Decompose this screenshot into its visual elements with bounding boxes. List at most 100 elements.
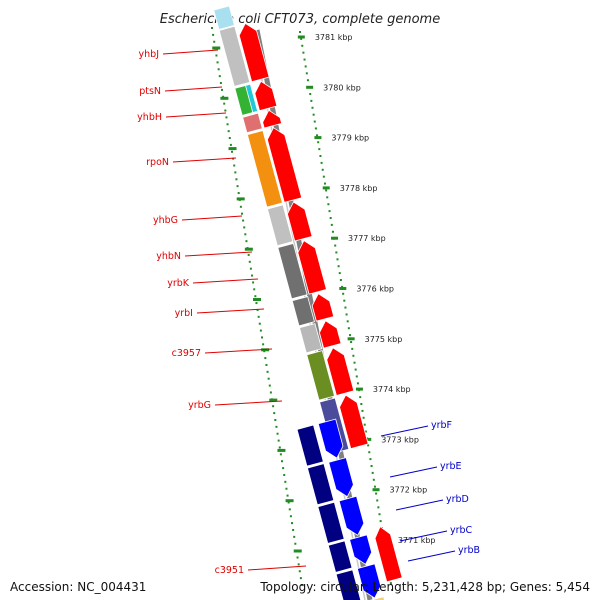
leader-line: [204, 348, 273, 354]
right-ruler-dot: [378, 513, 381, 516]
leader-line: [165, 112, 227, 118]
right-ruler-dot: [370, 465, 373, 467]
gene-label: yrbK: [167, 278, 190, 289]
left-ruler-dot: [264, 357, 267, 360]
gene-label: yrbI: [175, 308, 193, 319]
kbp-label: 3772 kbp: [390, 486, 428, 495]
left-ruler-dot: [276, 432, 279, 435]
left-ruler-dot: [245, 240, 248, 243]
left-ruler-dot: [244, 233, 247, 236]
left-ruler-dot: [274, 418, 277, 421]
leader-line: [389, 466, 438, 478]
label-layer: yhbJ ptsN yhbH rpoN yhbG yhbN yrbK yrbI c3957 yrb…: [137, 49, 480, 576]
right-ruler-dot: [339, 279, 342, 281]
right-ruler-dot: [310, 99, 313, 102]
cog-block: [306, 350, 336, 401]
left-ruler-dot: [221, 88, 223, 91]
left-ruler-dot: [237, 192, 240, 195]
left-ruler-dot: [241, 212, 243, 215]
right-ruler-dot: [318, 148, 321, 151]
right-ruler-dot: [311, 106, 314, 109]
leader-line: [172, 157, 237, 163]
right-ruler-dot: [326, 196, 329, 199]
cog-block: [327, 540, 353, 573]
left-ruler-dot: [279, 453, 282, 456]
right-ruler-dot: [343, 299, 346, 302]
leader-line: [192, 278, 259, 284]
left-ruler-dot: [266, 370, 269, 373]
left-ruler-dot: [223, 102, 226, 105]
gene-label: yhbN: [156, 251, 181, 262]
gene-label: yrbD: [446, 494, 469, 505]
left-ruler-dot: [256, 308, 259, 311]
left-ruler-dot: [235, 178, 238, 181]
right-ruler-dot: [368, 451, 371, 454]
right-ruler-dot: [323, 182, 326, 185]
left-ruler-dot: [212, 33, 215, 36]
left-ruler-dot: [218, 75, 221, 78]
left-ruler-dot: [257, 315, 260, 318]
right-ruler-dot: [354, 368, 357, 371]
left-ruler-dot: [248, 260, 251, 263]
right-ruler-dot: [330, 223, 333, 226]
kbp-label: 3775 kbp: [365, 335, 403, 344]
left-ruler-dot: [301, 584, 303, 586]
left-ruler-dot: [268, 384, 271, 387]
kbp-label: 3776 kbp: [356, 285, 394, 294]
right-ruler-dot: [321, 168, 324, 171]
left-ruler-dot: [269, 391, 272, 394]
forward-gene-arrow: [238, 22, 270, 83]
leader-line: [247, 565, 307, 571]
gene-label: ptsN: [139, 86, 161, 97]
kbp-label: 3773 kbp: [381, 435, 419, 444]
right-ruler-dot: [305, 72, 308, 75]
right-ruler-dot: [300, 37, 303, 40]
left-ruler-dot: [249, 267, 252, 270]
right-ruler-dot: [364, 430, 367, 433]
left-ruler-dot: [281, 460, 283, 463]
left-ruler-dot: [284, 480, 287, 483]
left-ruler-dot: [233, 164, 236, 167]
gene-label: yhbH: [137, 112, 162, 123]
gene-label: c3957: [172, 348, 201, 359]
right-ruler-dot: [317, 141, 320, 144]
left-ruler-dot: [219, 82, 222, 85]
left-ruler-dot: [236, 185, 239, 188]
left-ruler-dot: [299, 577, 302, 580]
cog-block: [242, 112, 263, 134]
left-ruler-dot: [291, 522, 293, 525]
right-ruler-dot: [353, 361, 356, 364]
right-ruler-dot: [356, 382, 359, 385]
right-ruler-dot: [328, 210, 331, 213]
forward-gene-arrow: [266, 127, 303, 203]
left-ruler-dot: [289, 515, 292, 518]
left-ruler-dot: [283, 473, 286, 476]
right-ruler-dot: [304, 65, 307, 68]
left-ruler-dot: [216, 61, 219, 64]
cog-block: [218, 25, 251, 87]
leader-line: [214, 400, 283, 406]
accession-text: Accession: NC_004431: [10, 580, 147, 594]
cog-block: [291, 296, 315, 327]
left-ruler-dot: [243, 226, 246, 229]
gene-label: yrbG: [188, 400, 211, 411]
forward-gene-arrow: [374, 526, 403, 583]
kbp-label: 3779 kbp: [331, 134, 369, 143]
right-ruler-dot: [348, 334, 351, 337]
right-ruler-dot: [347, 327, 350, 330]
leader-line: [407, 550, 456, 562]
left-ruler-dot: [259, 329, 262, 332]
right-ruler-dot: [329, 217, 332, 219]
right-ruler-dot: [312, 113, 315, 116]
left-ruler-dot: [253, 288, 256, 291]
right-ruler-dot: [336, 258, 339, 261]
right-ruler-dot: [376, 499, 379, 502]
right-ruler-dot: [391, 589, 393, 591]
kbp-label: 3777 kbp: [348, 234, 386, 243]
forward-gene-arrow: [311, 293, 335, 322]
right-ruler-dot: [372, 478, 375, 481]
left-ruler-dot: [265, 363, 268, 366]
right-ruler-dot: [334, 244, 337, 247]
right-ruler-dot: [379, 520, 382, 523]
